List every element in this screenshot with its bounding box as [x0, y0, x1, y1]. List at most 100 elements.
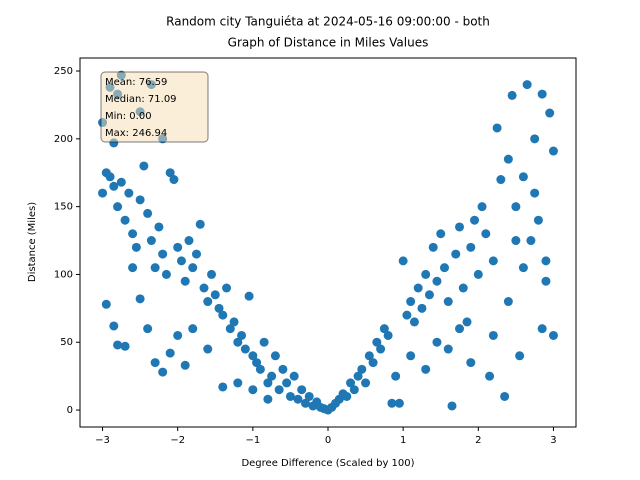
x-tick-label: 2 [475, 435, 481, 446]
point [492, 123, 502, 133]
point [383, 330, 393, 340]
point [146, 236, 156, 246]
y-tick-label: 250 [54, 66, 73, 77]
point [154, 222, 164, 232]
point [470, 215, 480, 225]
point [207, 269, 217, 279]
point [210, 290, 220, 300]
point [432, 276, 442, 286]
point [530, 134, 540, 144]
point [458, 283, 468, 293]
point [135, 294, 145, 304]
point [244, 291, 254, 301]
point [289, 371, 299, 381]
point [263, 394, 273, 404]
point [447, 401, 457, 411]
point [128, 229, 138, 239]
point [413, 283, 423, 293]
point [270, 351, 280, 361]
point [173, 330, 183, 340]
point [488, 330, 498, 340]
point [225, 324, 235, 334]
point [113, 202, 123, 212]
x-tick-label: 1 [400, 435, 406, 446]
point [161, 269, 171, 279]
point [304, 391, 314, 401]
stats-text: Min: 0.00 [105, 111, 152, 122]
y-tick-label: 200 [54, 134, 73, 145]
y-tick-label: 0 [67, 405, 73, 416]
point [507, 90, 517, 100]
x-tick-label: 0 [325, 435, 331, 446]
point [394, 398, 404, 408]
point [364, 351, 374, 361]
point [485, 371, 495, 381]
point [421, 269, 431, 279]
point [150, 358, 160, 368]
point [214, 303, 224, 313]
plot-frame [79, 57, 577, 428]
point [439, 263, 449, 273]
point [222, 283, 232, 293]
point [548, 146, 558, 156]
point [285, 391, 295, 401]
point [203, 297, 213, 307]
point [128, 263, 138, 273]
point [477, 202, 487, 212]
point [376, 344, 386, 354]
point [105, 172, 115, 182]
point [237, 330, 247, 340]
point [263, 378, 273, 388]
point [282, 378, 292, 388]
point [278, 364, 288, 374]
point [218, 310, 228, 320]
point [488, 256, 498, 266]
point [462, 317, 472, 327]
point [240, 344, 250, 354]
point [421, 364, 431, 374]
point [233, 378, 243, 388]
y-tick-label: 150 [54, 202, 73, 213]
point [346, 378, 356, 388]
x-tick-label: −1 [245, 435, 260, 446]
point [398, 256, 408, 266]
point [541, 276, 551, 286]
point [113, 340, 123, 350]
point [342, 391, 352, 401]
point [158, 367, 168, 377]
point [165, 348, 175, 358]
point [252, 358, 262, 368]
stats-text: Mean: 76.59 [105, 77, 167, 88]
chart-title: Random city Tanguiéta at 2024-05-16 09:0… [166, 15, 490, 29]
point [406, 351, 416, 361]
point [135, 195, 145, 205]
point [120, 215, 130, 225]
point [357, 364, 367, 374]
point [515, 351, 525, 361]
point [188, 324, 198, 334]
point [169, 175, 179, 185]
point [402, 310, 412, 320]
point [455, 222, 465, 232]
stats-text: Median: 71.09 [105, 94, 177, 105]
y-axis-label: Distance (Miles) [27, 202, 38, 282]
point [443, 297, 453, 307]
point [150, 263, 160, 273]
point [379, 324, 389, 334]
point [481, 229, 491, 239]
point [503, 154, 513, 164]
point [537, 89, 547, 99]
point [428, 242, 438, 252]
point [436, 229, 446, 239]
point [191, 249, 201, 259]
point [526, 236, 536, 246]
point [511, 236, 521, 246]
chart-subtitle: Graph of Distance in Miles Values [228, 36, 429, 50]
point [124, 188, 134, 198]
point [372, 337, 382, 347]
point [180, 276, 190, 286]
point [548, 330, 558, 340]
point [545, 108, 555, 118]
point [432, 337, 442, 347]
